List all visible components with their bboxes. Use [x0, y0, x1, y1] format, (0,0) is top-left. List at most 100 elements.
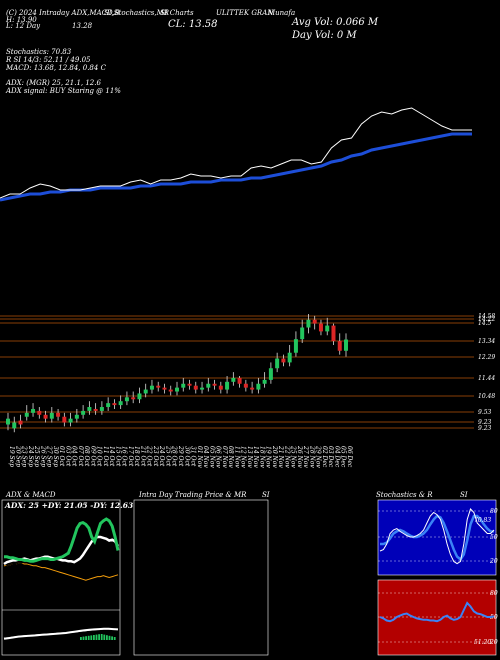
macd-histogram-bar [98, 634, 100, 640]
date-tick-label: 06 Nov [215, 446, 222, 468]
candle-body [337, 341, 342, 351]
macd-histogram-bar [82, 636, 85, 640]
candle-body [200, 387, 205, 390]
candle-body [31, 408, 36, 413]
candle-body [275, 358, 280, 369]
date-tick-label: 05 Dec [340, 446, 347, 468]
level-label: 14.58 [478, 313, 495, 320]
candle-body [250, 387, 255, 390]
date-tick-label: 16 Oct [121, 446, 128, 467]
macd-histogram-bar [103, 634, 106, 640]
date-tick-label: 19 Sep [8, 446, 15, 467]
candle-body [187, 383, 192, 386]
header-line1: (C) 2024 Intraday ADX,MACD,B [6, 9, 120, 17]
stoch-level-label: 50 [490, 534, 498, 541]
date-tick-label: 22 Oct [146, 445, 153, 467]
level-label: 11.44 [478, 375, 495, 382]
macd-histogram-bar [113, 637, 116, 640]
date-tick-label: 06 Dec [346, 446, 353, 468]
macd-readout: MACD: 13.68, 12.84, 0.84 C [6, 64, 106, 72]
date-tick-label: 29 Nov [315, 445, 322, 468]
macd-histogram-bar [106, 635, 108, 640]
candle-body [168, 389, 173, 392]
candle-body [143, 389, 148, 394]
macd-histogram-bar [93, 635, 95, 640]
intraday-panel-title: Intra Day Trading Price & MR [139, 491, 247, 499]
rsi-level-label: 20 [489, 639, 498, 646]
macd-line [3, 627, 119, 640]
candle-body [312, 319, 317, 324]
adx-readout: ADX: (MGR) 25, 21.1, 12.6 [6, 79, 101, 87]
date-tick-label: 20 Nov [271, 445, 278, 468]
date-tick-label: 15 Oct [114, 446, 121, 467]
candle-body [293, 339, 298, 353]
date-tick-label: 08 Oct [83, 446, 90, 467]
candle-body [12, 422, 17, 429]
date-tick-label: 14 Oct [108, 446, 115, 467]
candle-body [87, 407, 92, 411]
date-tick-label: 19 Nov [265, 446, 272, 468]
level-label: 13.34 [478, 338, 495, 345]
candle-body [43, 414, 48, 419]
rsi-panel-bg [377, 579, 497, 656]
dy-plus-line [4, 517, 120, 563]
close-label: CL: 13.58 [168, 19, 218, 30]
date-tick-label: 28 Oct [171, 445, 178, 467]
candle-body [243, 383, 248, 388]
date-tick-label: 28 Nov [308, 445, 315, 468]
date-tick-label: 04 Dec [333, 446, 340, 468]
candle-body [93, 408, 98, 411]
intraday-si: SI [262, 491, 270, 499]
candle-body [81, 410, 86, 415]
date-tick-label: 04 Oct [71, 446, 78, 467]
candle-body [112, 403, 117, 406]
candle-body [262, 379, 267, 384]
stoch-si: SI [460, 491, 468, 499]
date-tick-label: 27 Nov [302, 445, 309, 468]
candle-body [287, 352, 292, 363]
stoch-k-line [379, 508, 495, 565]
date-tick-label: 17 Oct [127, 446, 134, 467]
candle-body [218, 385, 223, 390]
date-tick-label: 01 Oct [58, 446, 65, 467]
date-tick-label: 25 Nov [290, 445, 297, 468]
day-value: 13.28 [72, 22, 93, 30]
candle-body [156, 385, 161, 388]
macd-histogram-bar [80, 637, 82, 640]
macd-signal-line [3, 628, 118, 639]
rsi-level-label: 80 [490, 590, 498, 597]
day-vol-label: Day Vol: 0 M [292, 30, 357, 41]
date-tick-label: 22 Nov [283, 445, 290, 468]
stoch-level-label: 80 [490, 508, 498, 515]
date-tick-label: 04 Nov [202, 446, 209, 468]
candle-body [74, 414, 79, 419]
candle-body [225, 381, 230, 390]
date-tick-label: 29 Oct [177, 445, 184, 467]
candle-body [149, 385, 154, 390]
candle-body [281, 358, 286, 363]
macd-histogram-bar [100, 634, 103, 640]
candle-body [68, 418, 73, 423]
adx-line [3, 535, 120, 566]
candle-body [306, 319, 311, 328]
level-label: 10.48 [478, 393, 495, 400]
date-tick-label: 26 Nov [296, 445, 303, 468]
stoch-panel-bg [377, 499, 497, 576]
stoch-panel-title: Stochastics & R [376, 491, 433, 499]
candle-body [300, 327, 305, 340]
date-tick-label: 07 Oct [77, 446, 84, 467]
adx-inner-line [3, 540, 119, 569]
date-tick-label: 21 Nov [277, 445, 284, 468]
ma-line [0, 132, 472, 202]
date-tick-label: 20 Sep [14, 445, 21, 467]
candle-body [162, 387, 167, 390]
rsi-level-label: 50 [490, 614, 498, 621]
date-tick-label: 05 Nov [208, 446, 215, 468]
macd-histogram-bar [108, 635, 111, 640]
date-tick-label: 24 Oct [158, 445, 165, 467]
candle-body [99, 407, 104, 411]
candle-body [6, 418, 10, 425]
candle-body [212, 383, 217, 386]
